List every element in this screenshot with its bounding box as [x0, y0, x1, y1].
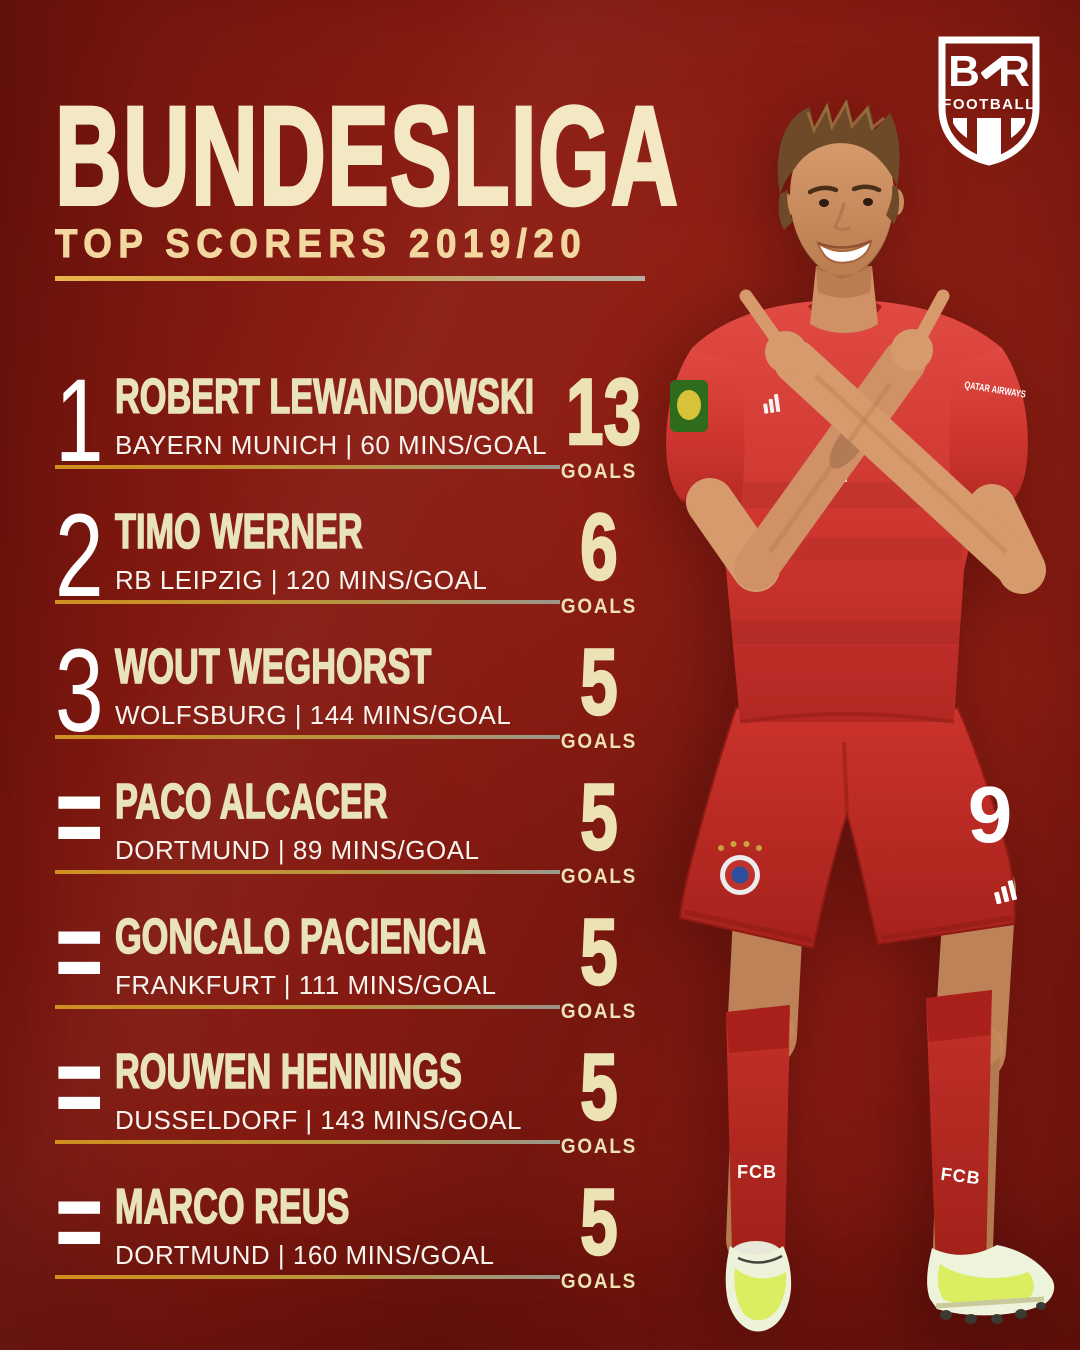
- goals-label: GOALS: [560, 999, 638, 1023]
- rank-equals: =: [55, 1159, 104, 1284]
- row-divider: [55, 1275, 560, 1279]
- goals-label: GOALS: [560, 594, 638, 618]
- adidas-chest-logo: [763, 393, 781, 414]
- shorts-crest: [718, 841, 762, 895]
- player-boots: [725, 1245, 1055, 1332]
- logo-slash: [981, 57, 1006, 80]
- goals-cell: 5 GOALS: [553, 764, 645, 888]
- rank-number: 2: [55, 490, 104, 622]
- rank-equals: =: [55, 1024, 104, 1149]
- sock-fcb-text: FCB: [737, 1162, 777, 1182]
- rank-number: 1: [55, 355, 104, 487]
- goals-number: 5: [579, 629, 618, 734]
- player-meta: DUSSELDORF | 143 MINS/GOAL: [115, 1104, 522, 1135]
- goals-number: 5: [579, 1169, 618, 1274]
- rank-equals: =: [55, 889, 104, 1014]
- goals-cell: 5 GOALS: [553, 1169, 645, 1293]
- row-divider: [55, 1140, 560, 1144]
- scorer-info: GONCALO PACIENCIA FRANKFURT | 111 MINS/G…: [114, 909, 550, 1000]
- page-subtitle: TOP SCORERS 2019/20: [55, 222, 588, 266]
- scorer-row: = PACO ALCACER DORTMUND | 89 MINS/GOAL 5…: [55, 761, 645, 910]
- scorer-info: ROUWEN HENNINGS DUSSELDORF | 143 MINS/GO…: [114, 1044, 550, 1135]
- scorer-info: WOUT WEGHORST WOLFSBURG | 144 MINS/GOAL: [114, 639, 550, 730]
- player-name: WOUT WEGHORST: [114, 639, 432, 695]
- goals-number: 5: [579, 1034, 618, 1139]
- logo-stripes: [953, 118, 1025, 161]
- goals-label: GOALS: [560, 864, 638, 888]
- page-title: BUNDESLIGA: [54, 77, 680, 234]
- goals-cell: 6 GOALS: [553, 494, 645, 618]
- player-name: PACO ALCACER: [114, 774, 388, 830]
- player-meta: FRANKFURT | 111 MINS/GOAL: [115, 969, 497, 1000]
- goals-label: GOALS: [560, 459, 638, 483]
- scorer-info: ROBERT LEWANDOWSKI BAYERN MUNICH | 60 MI…: [114, 369, 550, 460]
- forearm-left: [734, 340, 926, 590]
- player-photo-lewandowski: FCB FCB 9: [666, 100, 1055, 1332]
- rank-number: 3: [55, 625, 104, 757]
- br-football-logo: B R FOOTBALL: [938, 36, 1040, 166]
- goals-cell: 13 GOALS: [553, 359, 645, 483]
- row-divider: [55, 735, 560, 739]
- player-head: [777, 100, 904, 333]
- pointing-finger-left: [739, 289, 787, 351]
- shorts-number: 9: [968, 770, 1013, 859]
- scorer-info: TIMO WERNER RB LEIPZIG | 120 MINS/GOAL: [114, 504, 550, 595]
- scorer-row: 3 WOUT WEGHORST WOLFSBURG | 144 MINS/GOA…: [55, 625, 645, 775]
- scorer-row: = GONCALO PACIENCIA FRANKFURT | 111 MINS…: [55, 896, 645, 1045]
- player-name: ROUWEN HENNINGS: [114, 1044, 462, 1100]
- header-divider: [55, 276, 645, 281]
- player-meta: WOLFSBURG | 144 MINS/GOAL: [115, 699, 512, 730]
- forearm-right: [774, 340, 1044, 592]
- player-meta: BAYERN MUNICH | 60 MINS/GOAL: [115, 429, 548, 460]
- boot-studs: [940, 1302, 1046, 1324]
- goals-cell: 5 GOALS: [553, 629, 645, 753]
- sock-fcb-text: FCB: [940, 1164, 982, 1189]
- player-name: MARCO REUS: [114, 1179, 350, 1235]
- row-divider: [55, 600, 560, 604]
- goals-cell: 5 GOALS: [553, 1034, 645, 1158]
- scorer-info: MARCO REUS DORTMUND | 160 MINS/GOAL: [114, 1179, 550, 1270]
- player-name: ROBERT LEWANDOWSKI: [114, 369, 535, 425]
- pointing-finger-right: [911, 289, 950, 349]
- player-name: GONCALO PACIENCIA: [114, 909, 486, 965]
- scorer-row: = MARCO REUS DORTMUND | 160 MINS/GOAL 5 …: [55, 1166, 645, 1315]
- shorts-adidas-logo: [994, 880, 1018, 905]
- rank-equals: =: [55, 754, 104, 879]
- scorer-row: = ROUWEN HENNINGS DUSSELDORF | 143 MINS/…: [55, 1031, 645, 1180]
- player-meta: DORTMUND | 89 MINS/GOAL: [115, 834, 480, 865]
- scorer-row: 1 ROBERT LEWANDOWSKI BAYERN MUNICH | 60 …: [55, 355, 645, 505]
- goals-number: 13: [565, 359, 642, 464]
- player-arms: [686, 289, 1046, 594]
- player-sleeves: QATAR AIRWAYS: [666, 348, 1028, 518]
- player-meta: DORTMUND | 160 MINS/GOAL: [115, 1239, 495, 1270]
- logo-football-text: FOOTBALL: [942, 96, 1036, 113]
- player-shorts: 9: [679, 707, 1018, 949]
- goals-number: 5: [579, 764, 618, 869]
- hair: [777, 100, 900, 194]
- logo-shield-outline: [938, 36, 1040, 166]
- goals-number: 5: [579, 899, 618, 1004]
- goals-cell: 5 GOALS: [553, 899, 645, 1023]
- goals-label: GOALS: [560, 729, 638, 753]
- bundesliga-sleeve-patch: [670, 380, 708, 432]
- goals-label: GOALS: [560, 1269, 638, 1293]
- player-socks: FCB FCB: [726, 990, 992, 1288]
- goals-label: GOALS: [560, 1134, 638, 1158]
- scorer-row: 2 TIMO WERNER RB LEIPZIG | 120 MINS/GOAL…: [55, 490, 645, 640]
- logo-letter-r: R: [998, 47, 1030, 96]
- scorers-list: 1 ROBERT LEWANDOWSKI BAYERN MUNICH | 60 …: [55, 355, 645, 1315]
- player-meta: RB LEIPZIG | 120 MINS/GOAL: [115, 564, 488, 595]
- goals-number: 6: [579, 494, 618, 599]
- row-divider: [55, 1005, 560, 1009]
- player-name: TIMO WERNER: [114, 504, 363, 560]
- scorer-info: PACO ALCACER DORTMUND | 89 MINS/GOAL: [114, 774, 550, 865]
- row-divider: [55, 870, 560, 874]
- row-divider: [55, 465, 560, 469]
- logo-letter-b: B: [948, 47, 980, 96]
